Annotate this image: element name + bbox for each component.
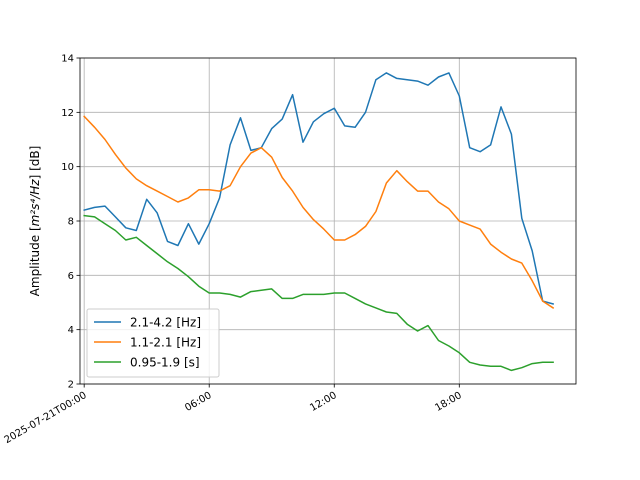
y-axis-label-unit: m²s⁴/Hz — [28, 179, 42, 227]
legend-label-0: 2.1-4.2 [Hz] — [130, 316, 201, 330]
legend-items: 2.1-4.2 [Hz] 1.1-2.1 [Hz] 0.95-1.9 [s] — [94, 316, 201, 370]
legend-label-1: 1.1-2.1 [Hz] — [130, 336, 201, 350]
y-tick-label-1: 4 — [68, 325, 74, 336]
y-tick-label-6: 14 — [61, 54, 74, 65]
y-axis-label: Amplitude [m²s⁴/Hz] [dB] — [28, 146, 42, 297]
y-tick-label-2: 6 — [68, 271, 74, 282]
y-tick-label-4: 10 — [61, 162, 74, 173]
x-tick-label-0: 2025-07-21T00:00 — [3, 390, 89, 446]
y-axis-label-prefix: Amplitude [ — [28, 226, 42, 296]
legend: 2.1-4.2 [Hz] 1.1-2.1 [Hz] 0.95-1.9 [s] — [86, 308, 220, 378]
series-lines — [83, 72, 555, 372]
series-line-1 — [83, 115, 555, 309]
legend-box — [86, 308, 220, 378]
x-tick-label-2: 12:00 — [308, 390, 338, 414]
series-line-2 — [83, 214, 554, 372]
x-tick-label-3: 18:00 — [433, 390, 463, 414]
x-tick-label-1: 06:00 — [183, 390, 213, 414]
legend-label-2: 0.95-1.9 [s] — [130, 356, 200, 370]
x-axis-ticks: 2025-07-21T00:00 06:00 12:00 18:00 — [3, 384, 464, 446]
y-tick-label-5: 12 — [61, 108, 74, 119]
y-tick-label-0: 2 — [68, 380, 74, 391]
y-axis-label-suffix: ] [dB] — [28, 146, 42, 180]
y-tick-label-3: 8 — [68, 217, 74, 228]
series-line-0 — [83, 72, 555, 305]
y-axis-ticks: 2 4 6 8 10 12 14 — [61, 54, 80, 391]
